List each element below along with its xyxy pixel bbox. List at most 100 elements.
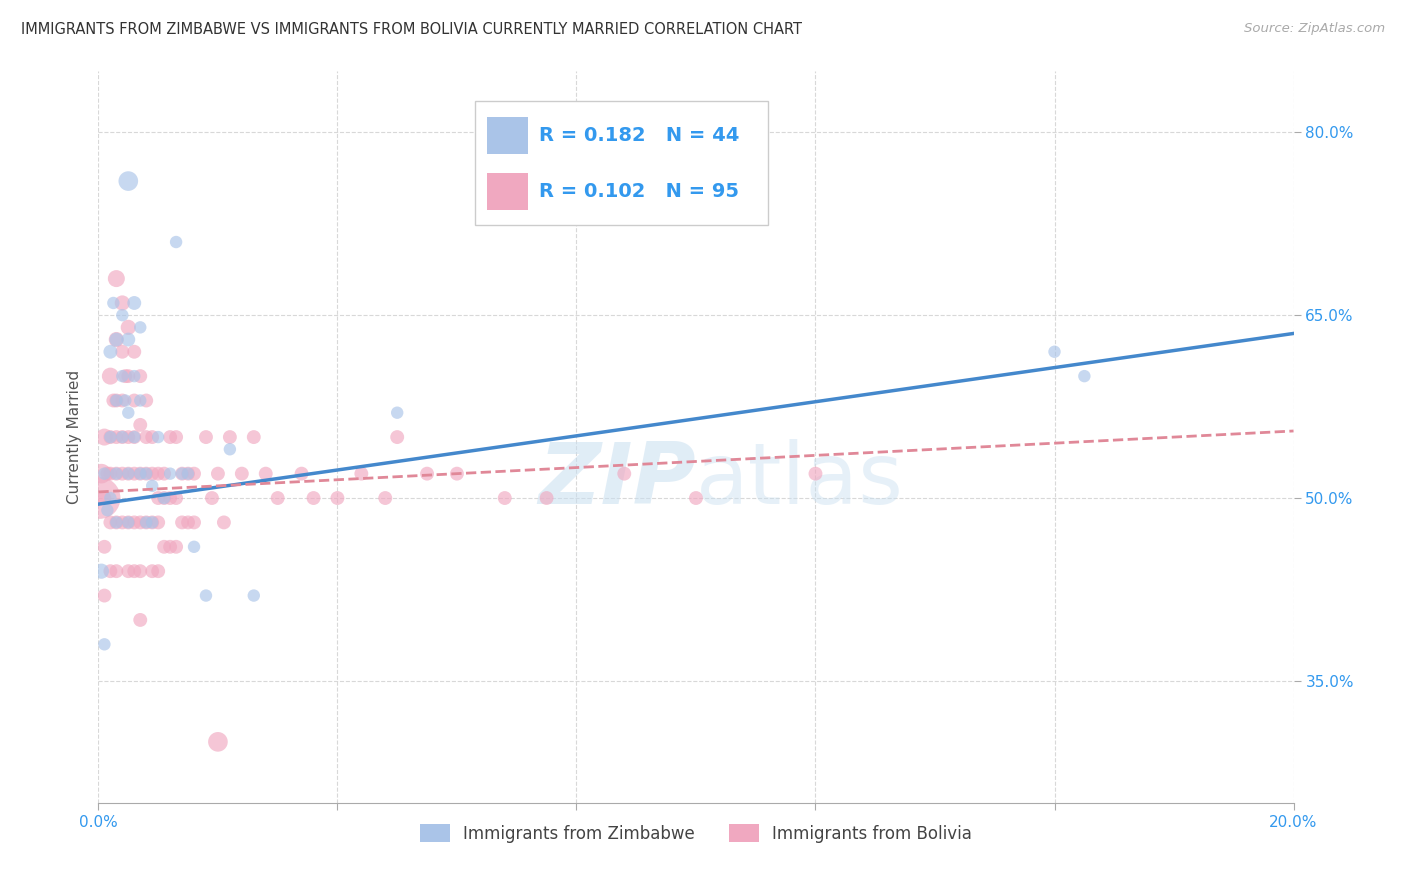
Point [114, 393, 136, 408]
Point [117, 516, 139, 530]
Point [326, 491, 349, 505]
Legend: Immigrants from Zimbabwe, Immigrants from Bolivia: Immigrants from Zimbabwe, Immigrants fro… [413, 818, 979, 849]
Point [135, 516, 157, 530]
Point [135, 467, 157, 481]
Point [96, 467, 118, 481]
Point [141, 479, 163, 493]
Point [129, 320, 152, 334]
Point [159, 467, 181, 481]
Point [129, 467, 152, 481]
Point [93, 430, 115, 444]
Point [90, 467, 112, 481]
Point [111, 430, 134, 444]
Point [172, 467, 194, 481]
Point [93, 540, 115, 554]
Point [177, 467, 200, 481]
Point [201, 491, 224, 505]
Point [93, 467, 115, 481]
Point [124, 467, 146, 481]
Text: Source: ZipAtlas.com: Source: ZipAtlas.com [1244, 22, 1385, 36]
Point [1043, 344, 1066, 359]
Point [172, 467, 194, 481]
Point [243, 589, 266, 603]
Point [114, 369, 136, 384]
Point [385, 406, 409, 420]
Point [219, 442, 242, 457]
Point [124, 393, 146, 408]
Point [1073, 369, 1095, 384]
Point [350, 467, 373, 481]
Point [93, 637, 115, 651]
Point [93, 491, 115, 505]
Point [129, 467, 152, 481]
Point [148, 467, 170, 481]
Point [267, 491, 290, 505]
Point [111, 308, 134, 322]
Point [148, 430, 170, 444]
Point [105, 430, 128, 444]
Text: ZIP: ZIP [538, 440, 696, 523]
Point [111, 296, 134, 310]
Point [105, 333, 128, 347]
Point [117, 333, 139, 347]
Point [685, 491, 707, 505]
Point [124, 344, 146, 359]
Text: IMMIGRANTS FROM ZIMBABWE VS IMMIGRANTS FROM BOLIVIA CURRENTLY MARRIED CORRELATIO: IMMIGRANTS FROM ZIMBABWE VS IMMIGRANTS F… [21, 22, 801, 37]
Point [129, 393, 152, 408]
Point [117, 564, 139, 578]
Point [135, 467, 157, 481]
Point [129, 417, 152, 432]
Point [183, 540, 205, 554]
Point [105, 393, 128, 408]
Point [374, 491, 396, 505]
Point [103, 296, 125, 310]
Point [195, 589, 218, 603]
Point [212, 516, 235, 530]
Point [536, 491, 558, 505]
Point [254, 467, 277, 481]
Point [98, 430, 122, 444]
Point [195, 430, 218, 444]
Point [105, 516, 128, 530]
Point [135, 393, 157, 408]
Point [105, 516, 128, 530]
Point [124, 430, 146, 444]
Point [183, 516, 205, 530]
Point [231, 467, 253, 481]
Point [159, 540, 181, 554]
Point [302, 491, 325, 505]
Point [117, 467, 139, 481]
Point [105, 467, 128, 481]
Point [135, 516, 157, 530]
Point [243, 430, 266, 444]
Point [98, 467, 122, 481]
Point [105, 564, 128, 578]
Point [111, 467, 134, 481]
Point [177, 516, 200, 530]
Point [141, 516, 163, 530]
Point [111, 344, 134, 359]
Point [117, 320, 139, 334]
Point [165, 430, 187, 444]
Point [117, 516, 139, 530]
Point [148, 516, 170, 530]
Point [153, 540, 176, 554]
Point [804, 467, 827, 481]
Point [135, 430, 157, 444]
Point [124, 296, 146, 310]
Point [141, 516, 163, 530]
Point [207, 467, 229, 481]
Point [117, 406, 139, 420]
Point [148, 564, 170, 578]
Point [98, 430, 122, 444]
Point [141, 564, 163, 578]
Point [129, 369, 152, 384]
Point [124, 516, 146, 530]
Point [129, 564, 152, 578]
Point [494, 491, 516, 505]
Point [98, 344, 122, 359]
Point [129, 613, 152, 627]
Point [207, 735, 229, 749]
Point [117, 369, 139, 384]
Point [98, 491, 122, 505]
